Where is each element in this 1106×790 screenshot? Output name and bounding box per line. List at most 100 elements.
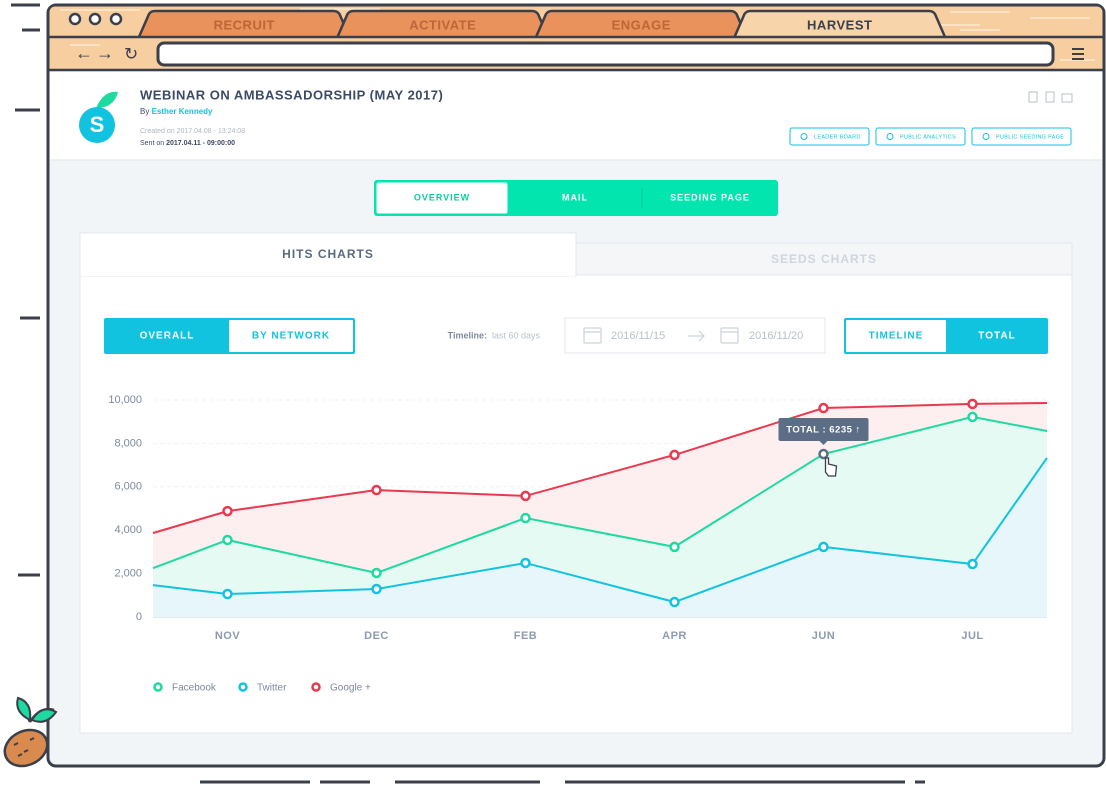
y-tick-label: 2,000 bbox=[114, 568, 142, 580]
header-button[interactable] bbox=[875, 127, 966, 146]
window-dot bbox=[109, 12, 123, 26]
x-tick-label: DEC bbox=[364, 630, 389, 642]
tooltip-text: TOTAL : 6235 ↑ bbox=[786, 425, 861, 436]
sent-label: Sent on bbox=[140, 140, 164, 147]
author-name: Esther Kennedy bbox=[152, 107, 213, 116]
point[interactable] bbox=[520, 512, 531, 524]
x-tick-label: APR bbox=[662, 630, 687, 642]
back-button[interactable]: ← bbox=[75, 43, 93, 63]
mode-option[interactable]: TOTAL bbox=[978, 331, 1015, 342]
y-tick-label: 10,000 bbox=[108, 394, 142, 406]
point[interactable] bbox=[222, 588, 233, 600]
legend-marker bbox=[311, 682, 321, 692]
view-option[interactable]: BY NETWORK bbox=[252, 331, 330, 342]
timeline-label: Timeline: bbox=[448, 330, 487, 340]
browser-tab-label[interactable]: ACTIVATE bbox=[409, 17, 476, 32]
icon[interactable] bbox=[1045, 91, 1055, 103]
legend-label: Twitter bbox=[257, 683, 287, 694]
cursor bbox=[824, 457, 838, 477]
view-option-box bbox=[229, 320, 353, 352]
campaign-title: WEBINAR ON AMBASSADORSHIP (MAY 2017) bbox=[140, 87, 443, 102]
button-icon bbox=[800, 133, 808, 140]
mascot bbox=[3, 696, 58, 768]
tooltip bbox=[778, 418, 869, 442]
browser-tab[interactable] bbox=[534, 9, 748, 38]
point[interactable] bbox=[371, 567, 382, 579]
date-to: 2016/11/20 bbox=[749, 330, 803, 342]
y-tick-label: 4,000 bbox=[114, 524, 142, 536]
nav-item[interactable]: MAIL bbox=[562, 192, 588, 202]
timeline-range: last 60 days bbox=[492, 330, 541, 340]
panel-tab-label[interactable]: HITS CHARTS bbox=[282, 247, 374, 261]
point[interactable] bbox=[371, 484, 382, 496]
legend-label: Google + bbox=[330, 683, 371, 694]
sent-date: Sent on 2017.04.11 - 09:00:00 bbox=[140, 140, 235, 147]
legend-marker bbox=[153, 682, 163, 692]
point[interactable] bbox=[669, 596, 680, 608]
panel-tab-label[interactable]: SEEDS CHARTS bbox=[771, 252, 877, 266]
line bbox=[152, 457, 1048, 604]
nav-active bbox=[376, 182, 508, 214]
header-button[interactable] bbox=[789, 127, 870, 146]
header-icons bbox=[1028, 91, 1073, 103]
logo bbox=[79, 107, 115, 143]
chart: 0 2,000 4,000 6,000 8,000 10,000 NOV DEC FEB APR J… bbox=[108, 394, 1048, 694]
browser-tab[interactable] bbox=[137, 9, 351, 38]
decor-lines bbox=[11, 3, 925, 784]
x-tick-label: NOV bbox=[215, 630, 241, 642]
point[interactable] bbox=[222, 534, 233, 546]
author: By Esther Kennedy bbox=[140, 107, 213, 116]
point[interactable] bbox=[520, 490, 531, 502]
view-option[interactable]: OVERALL bbox=[140, 331, 195, 342]
mode-option[interactable]: TIMELINE bbox=[869, 331, 924, 342]
browser-tab[interactable] bbox=[336, 9, 550, 38]
point[interactable] bbox=[669, 449, 680, 461]
panel-tab-active[interactable] bbox=[79, 232, 577, 277]
point[interactable] bbox=[818, 448, 829, 460]
created-date: Created on 2017.04.08 - 13:24:08 bbox=[140, 128, 245, 135]
calendar-icons bbox=[583, 327, 739, 344]
point[interactable] bbox=[520, 557, 531, 569]
icon[interactable] bbox=[1061, 93, 1073, 103]
browser-tab-label[interactable]: HARVEST bbox=[807, 17, 872, 32]
sent-value: 2017.04.11 - 09:00:00 bbox=[166, 140, 235, 147]
logo-letter: S bbox=[90, 112, 105, 137]
nav-item[interactable]: SEEDING PAGE bbox=[670, 192, 750, 202]
header-button[interactable] bbox=[971, 127, 1072, 146]
by-label: By bbox=[140, 107, 149, 116]
x-tick-label: FEB bbox=[514, 630, 538, 642]
y-tick-label: 0 bbox=[136, 611, 142, 623]
nav-item[interactable]: OVERVIEW bbox=[414, 192, 470, 202]
point[interactable] bbox=[818, 402, 829, 414]
legend-marker bbox=[238, 682, 248, 692]
reload-button[interactable]: ↻ bbox=[124, 44, 138, 63]
x-tick-label: JUL bbox=[961, 630, 983, 642]
window-dot bbox=[68, 12, 82, 26]
point[interactable] bbox=[818, 541, 829, 553]
point[interactable] bbox=[967, 558, 978, 570]
y-tick-label: 6,000 bbox=[114, 481, 142, 493]
button-icon bbox=[982, 133, 990, 140]
forward-button[interactable]: → bbox=[96, 43, 114, 63]
panel-tab-inactive[interactable] bbox=[575, 242, 1073, 276]
browser-tab[interactable] bbox=[733, 9, 947, 38]
browser-tab-label[interactable]: ENGAGE bbox=[612, 17, 671, 32]
point[interactable] bbox=[669, 541, 680, 553]
x-tick-label: JUN bbox=[812, 630, 836, 642]
date-from: 2016/11/15 bbox=[611, 330, 665, 342]
header-button-label: LEADER BOARD bbox=[814, 134, 861, 140]
menu-button[interactable] bbox=[1072, 48, 1084, 60]
point[interactable] bbox=[371, 583, 382, 595]
point[interactable] bbox=[967, 398, 978, 410]
logo-leaf bbox=[96, 91, 118, 108]
mode-option-box bbox=[846, 320, 946, 352]
point[interactable] bbox=[222, 505, 233, 517]
icon[interactable] bbox=[1028, 91, 1038, 103]
address-bar[interactable] bbox=[156, 41, 1055, 67]
point[interactable] bbox=[967, 411, 978, 423]
line bbox=[152, 402, 1048, 534]
browser-tab-label[interactable]: RECRUIT bbox=[214, 17, 275, 32]
line bbox=[152, 415, 1048, 574]
window-dot bbox=[88, 12, 102, 26]
